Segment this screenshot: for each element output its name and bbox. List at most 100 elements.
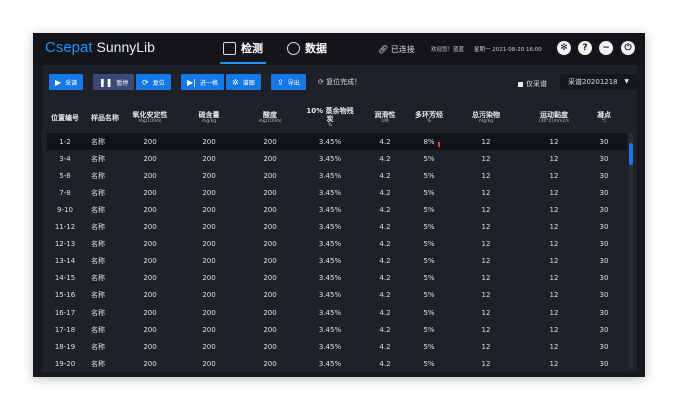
reset-button[interactable]: ⟳ 复位 xyxy=(136,74,171,90)
table-row[interactable]: 9-10 名称 200 200 200 3.45% 4.2 5% 12 12 30 xyxy=(47,201,627,218)
only-acquire-checkbox[interactable]: 仅采谱 xyxy=(518,79,547,89)
scrollbar-thumb[interactable] xyxy=(629,143,633,165)
column-title: 凝点 xyxy=(597,111,611,119)
table-row[interactable]: 17-18 名称 200 200 200 3.45% 4.2 5% 12 12 30 xyxy=(47,321,627,338)
table-row[interactable]: 16-17 名称 200 200 200 3.45% 4.2 5% 12 12 30 xyxy=(47,304,627,321)
refresh-icon: ⟳ xyxy=(318,78,327,86)
table-row[interactable]: 15-16 名称 200 200 200 3.45% 4.2 5% 12 12 30 xyxy=(47,287,627,304)
table-cell: 16-17 xyxy=(54,308,76,317)
table-cell: 30 xyxy=(599,274,609,283)
tab-detect[interactable]: 检测 xyxy=(220,40,266,64)
column-title: 润滑性 xyxy=(374,111,396,119)
datetime: 星期一 2021-08-20 16:00 xyxy=(474,47,542,53)
table-row[interactable]: 19-20 名称 200 200 200 3.45% 4.2 5% 12 12 30 xyxy=(47,355,627,372)
header: Csepat SunnyLib 检测 数据 🔗︎ 已连接 欢迎您！蓝蓝 星期一 2… xyxy=(33,33,645,65)
table-row[interactable]: 13-14 名称 200 200 200 3.45% 4.2 5% 12 12 30 xyxy=(47,253,627,270)
table-cell: 名称 xyxy=(91,223,105,232)
table-cell: 200 xyxy=(263,257,277,266)
status-text: ⟳ 复位完成！ xyxy=(318,78,362,86)
power-icon[interactable]: ⏻ xyxy=(621,41,635,55)
table-cell: 12 xyxy=(481,240,491,249)
table-cell: 12 xyxy=(481,257,491,266)
link-icon: 🔗︎ xyxy=(378,45,391,54)
table-cell: 12 xyxy=(481,325,491,334)
table-cell: 5% xyxy=(423,188,435,197)
table-cell: 5% xyxy=(423,223,435,232)
table-row[interactable]: 1-2 名称 200 200 200 3.45% 4.2 8% 12 12 30 xyxy=(47,133,627,151)
table-cell: 12 xyxy=(549,223,559,232)
table-cell: 200 xyxy=(143,205,157,214)
table-cell: 200 xyxy=(202,308,216,317)
app-window: Csepat SunnyLib 检测 数据 🔗︎ 已连接 欢迎您！蓝蓝 星期一 2… xyxy=(33,33,645,377)
table-cell: 200 xyxy=(143,171,157,180)
table-cell: 名称 xyxy=(91,308,105,317)
table-cell: 3.45% xyxy=(318,171,342,180)
connection-status: 🔗︎ 已连接 xyxy=(378,45,415,54)
table-cell: 200 xyxy=(263,342,277,351)
table-row[interactable]: 7-8 名称 200 200 200 3.45% 4.2 5% 12 12 30 xyxy=(47,184,627,201)
column-title: 多环芳烃 xyxy=(415,111,443,119)
table-cell: 200 xyxy=(202,171,216,180)
table-row[interactable]: 12-13 名称 200 200 200 3.45% 4.2 5% 12 12 30 xyxy=(47,236,627,253)
column-header: 运动黏度 (20°C)mm2/s xyxy=(527,111,581,125)
spectrum-button[interactable]: ✲ 谱图 xyxy=(226,74,261,90)
table-cell: 12 xyxy=(481,274,491,283)
spectrum-select[interactable]: 采谱20201218 ▼ xyxy=(560,74,637,90)
minimize-icon[interactable]: − xyxy=(599,41,613,55)
help-icon[interactable]: ? xyxy=(578,41,592,55)
table-cell: 5% xyxy=(423,154,435,163)
table-cell: 名称 xyxy=(91,137,105,146)
pause-button[interactable]: ❚❚ 暂停 xyxy=(93,74,135,90)
table-cell: 12 xyxy=(549,154,559,163)
table-row[interactable]: 14-15 名称 200 200 200 3.45% 4.2 5% 12 12 30 xyxy=(47,270,627,287)
table-cell: 200 xyxy=(263,240,277,249)
table-cell: 200 xyxy=(263,308,277,317)
tab-data[interactable]: 数据 xyxy=(287,40,327,56)
table-cell: 200 xyxy=(202,205,216,214)
table-cell: 名称 xyxy=(91,359,105,368)
table-cell: 18-19 xyxy=(54,342,76,351)
step-button[interactable]: ▶| 进一格 xyxy=(181,74,224,90)
table-cell: 5% xyxy=(423,342,435,351)
column-unit: mg/100ml xyxy=(258,119,282,124)
table-row[interactable]: 5-6 名称 200 200 200 3.45% 4.2 5% 12 12 30 xyxy=(47,167,627,184)
table-row[interactable]: 18-19 名称 200 200 200 3.45% 4.2 5% 12 12 30 xyxy=(47,338,627,355)
column-unit: % xyxy=(426,119,432,124)
export-button[interactable]: ⇪ 导出 xyxy=(271,74,306,90)
column-unit: mg/100ml xyxy=(138,119,162,124)
column-title: 10% 蒸余物残炭 xyxy=(306,107,354,123)
chevron-down-icon: ▼ xyxy=(624,78,629,85)
column-header: 酸度 mg/100ml xyxy=(237,111,303,125)
column-unit: mg/kg xyxy=(201,119,217,124)
table-cell: 12 xyxy=(549,342,559,351)
table-cell: 30 xyxy=(599,171,609,180)
greeting: 欢迎您！蓝蓝 xyxy=(431,47,465,53)
table-cell: 名称 xyxy=(91,257,105,266)
column-title: 运动黏度 xyxy=(540,111,568,119)
table-cell: 3.45% xyxy=(318,274,342,283)
table-cell: 5% xyxy=(423,171,435,180)
table-cell: 200 xyxy=(202,291,216,300)
table-cell: 30 xyxy=(599,257,609,266)
table-cell: 200 xyxy=(263,359,277,368)
table-cell: 4.2 xyxy=(379,274,391,283)
table-cell: 3.45% xyxy=(318,188,342,197)
table-cell: 200 xyxy=(143,240,157,249)
acquire-button[interactable]: ▶ 采谱 xyxy=(49,74,84,90)
table-cell: 12 xyxy=(481,154,491,163)
column-unit: % xyxy=(327,123,333,128)
table-cell: 30 xyxy=(599,359,609,368)
table-cell: 5% xyxy=(423,257,435,266)
table-cell: 12 xyxy=(549,137,559,146)
gear-icon[interactable]: ✻ xyxy=(557,41,571,55)
table-cell: 名称 xyxy=(91,342,105,351)
scrollbar[interactable] xyxy=(629,133,633,369)
table-cell: 12 xyxy=(549,188,559,197)
column-title: 总污染物 xyxy=(472,111,500,119)
table-cell: 4.2 xyxy=(379,308,391,317)
table-row[interactable]: 3-4 名称 200 200 200 3.45% 4.2 5% 12 12 30 xyxy=(47,150,627,167)
table-cell: 12 xyxy=(549,274,559,283)
table-cell: 200 xyxy=(263,291,277,300)
table-cell: 3.45% xyxy=(318,308,342,317)
table-row[interactable]: 11-12 名称 200 200 200 3.45% 4.2 5% 12 12 30 xyxy=(47,219,627,236)
